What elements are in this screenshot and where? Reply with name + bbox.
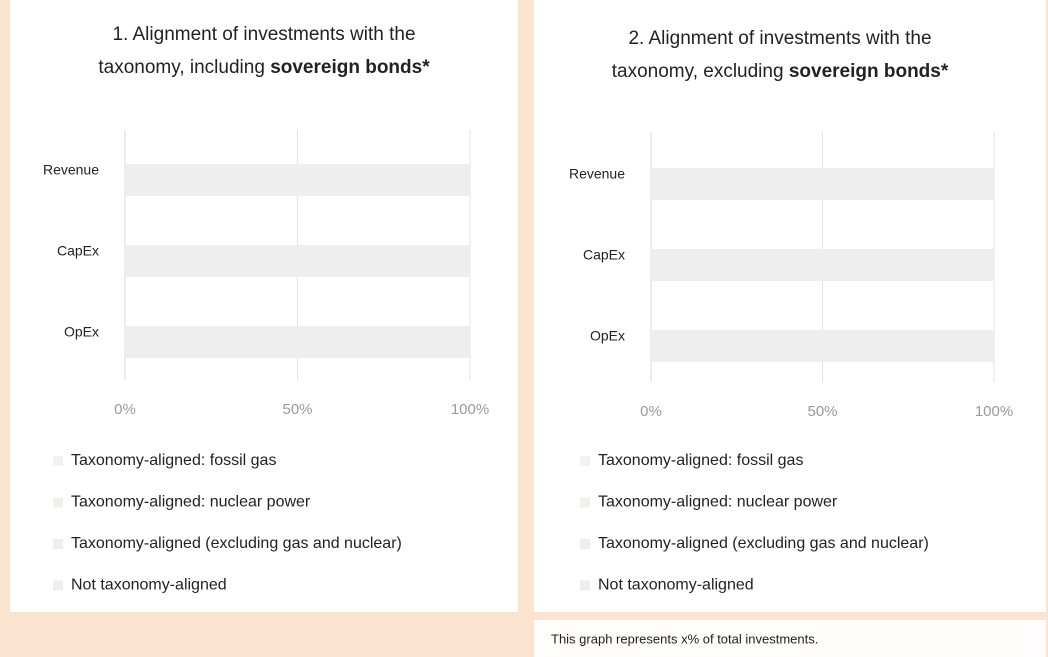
title-text: taxonomy, including (98, 57, 265, 78)
x-tick-label: 100% (975, 403, 1013, 420)
x-tick-label: 100% (451, 401, 489, 418)
chart-title: 2. Alignment of investments with the (628, 28, 931, 49)
footnote-box (534, 620, 1046, 657)
legend-label: Not taxonomy-aligned (71, 577, 227, 594)
bar-segment (651, 330, 994, 362)
title-text: 1. Alignment of investments with the (112, 24, 415, 45)
legend-label: Taxonomy-aligned: nuclear power (71, 494, 311, 511)
legend-swatch (580, 580, 590, 591)
legend-label: Not taxonomy-aligned (598, 577, 754, 594)
legend-swatch (53, 456, 63, 466)
category-label: OpEx (64, 324, 99, 340)
legend-swatch (580, 497, 590, 508)
legend-label: Taxonomy-aligned: fossil gas (598, 452, 803, 469)
legend-swatch (53, 539, 63, 549)
panel (10, 0, 518, 612)
chart-title: 1. Alignment of investments with the (112, 24, 415, 45)
legend-swatch (53, 497, 63, 508)
category-label: Revenue (43, 162, 99, 178)
legend-swatch (580, 539, 590, 549)
panel (534, 0, 1046, 612)
category-label: Revenue (569, 166, 625, 182)
bar-segment (125, 245, 470, 277)
bar-segment (651, 249, 994, 281)
x-tick-label: 0% (114, 401, 136, 418)
chart-title: taxonomy, including sovereign bonds* (98, 57, 430, 78)
bar-segment (125, 164, 470, 196)
legend-label: Taxonomy-aligned: fossil gas (71, 452, 276, 469)
x-tick-label: 50% (282, 401, 312, 418)
legend-swatch (580, 456, 590, 466)
title-text: taxonomy, excluding (612, 61, 784, 82)
title-emphasis: sovereign bonds* (270, 57, 430, 78)
bar-segment (125, 326, 470, 358)
x-tick-label: 50% (807, 403, 837, 420)
chart-title: taxonomy, excluding sovereign bonds* (612, 61, 949, 82)
legend-label: Taxonomy-aligned (excluding gas and nucl… (71, 535, 402, 552)
footnote: This graph represents x% of total invest… (551, 631, 818, 646)
legend-label: Taxonomy-aligned: nuclear power (598, 494, 838, 511)
category-label: CapEx (583, 247, 625, 263)
category-label: OpEx (590, 328, 625, 344)
legend-swatch (53, 580, 63, 591)
category-label: CapEx (57, 243, 99, 259)
bar-segment (651, 168, 994, 200)
x-tick-label: 0% (640, 403, 662, 420)
title-emphasis: sovereign bonds* (789, 61, 949, 82)
title-text: 2. Alignment of investments with the (628, 28, 931, 49)
legend-label: Taxonomy-aligned (excluding gas and nucl… (598, 535, 929, 552)
